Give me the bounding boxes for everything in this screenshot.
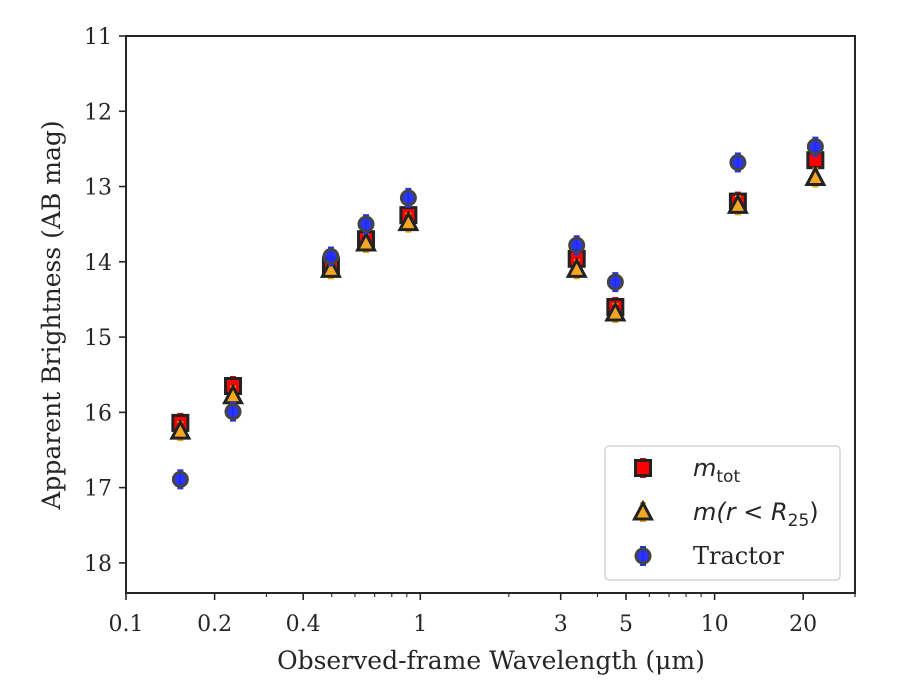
- circle-marker: [634, 547, 652, 565]
- y-tick-label-2: 13: [84, 176, 112, 201]
- triangle-marker: [604, 300, 627, 322]
- legend-label-circle: Tractor: [693, 542, 784, 570]
- y-tick-label-4: 15: [84, 326, 112, 351]
- x-axis-label: Observed-frame Wavelength (μm): [277, 646, 705, 675]
- square-marker: [634, 459, 652, 477]
- y-tick-label-3: 14: [84, 251, 112, 276]
- plot-frame: [125, 35, 856, 594]
- y-tick-label-6: 17: [84, 477, 112, 502]
- triangle-marker: [319, 257, 342, 278]
- circle-marker: [399, 189, 417, 207]
- legend-box: [604, 445, 841, 581]
- circle-marker: [806, 138, 824, 156]
- legend: mtot m(r < R25) Tractor: [604, 445, 841, 581]
- x-axis-ticks: 0.1 0.2 0.4 1 3 5 10 20: [109, 593, 856, 637]
- data-point-triangle-5: [565, 257, 588, 280]
- y-tick-label-7: 18: [84, 552, 112, 577]
- x-tick-label-1: 0.2: [197, 612, 232, 637]
- data-point-circle-8: [806, 136, 824, 157]
- legend-label-triangle: m(r < R25): [693, 498, 819, 531]
- x-tick-label-6: 10: [701, 612, 729, 637]
- data-point-circle-7: [729, 152, 747, 173]
- series-circle: [171, 136, 824, 490]
- circle-marker: [357, 215, 375, 233]
- y-axis-ticks: 11 12 13 14 15 16 17 18: [84, 25, 126, 577]
- triangle-marker: [169, 418, 192, 440]
- x-tick-label-2: 0.4: [286, 612, 321, 637]
- data-point-circle-2: [322, 246, 340, 267]
- data-point-triangle-8: [804, 165, 827, 188]
- legend-label-square: mtot: [693, 454, 740, 487]
- x-tick-label-3: 1: [413, 612, 427, 637]
- data-point-circle-3: [357, 214, 375, 235]
- triangle-marker: [804, 165, 827, 187]
- data-point-circle-1: [224, 401, 242, 422]
- data-markers: [169, 136, 827, 490]
- circle-marker: [606, 273, 624, 291]
- legend-marker-circle: [634, 546, 652, 566]
- data-point-circle-0: [171, 469, 189, 490]
- data-point-triangle-0: [169, 418, 192, 442]
- triangle-marker: [565, 257, 588, 278]
- y-axis-label: Apparent Brightness (AB mag): [37, 120, 66, 510]
- triangle-marker: [397, 210, 420, 232]
- x-tick-label-7: 20: [789, 612, 817, 637]
- legend-marker-square: [634, 458, 652, 478]
- circle-marker: [568, 236, 586, 254]
- x-tick-label-5: 5: [619, 612, 633, 637]
- x-tick-label-0: 0.1: [109, 612, 144, 637]
- circle-marker: [322, 248, 340, 266]
- triangle-marker: [726, 193, 749, 214]
- data-point-circle-6: [606, 272, 624, 293]
- y-tick-label-5: 16: [84, 401, 112, 426]
- legend-marker-triangle: [632, 499, 654, 522]
- triangle-marker: [355, 230, 378, 252]
- data-point-circle-4: [399, 187, 417, 208]
- data-point-triangle-6: [604, 300, 627, 323]
- circle-marker: [224, 403, 242, 421]
- x-tick-label-4: 3: [554, 612, 568, 637]
- circle-marker: [729, 153, 747, 171]
- triangle-marker: [632, 499, 654, 521]
- y-tick-label-0: 11: [84, 25, 112, 50]
- data-point-circle-5: [568, 235, 586, 256]
- data-point-triangle-4: [397, 210, 420, 233]
- y-tick-label-1: 12: [84, 100, 112, 125]
- circle-marker: [171, 470, 189, 488]
- data-point-triangle-7: [726, 193, 749, 216]
